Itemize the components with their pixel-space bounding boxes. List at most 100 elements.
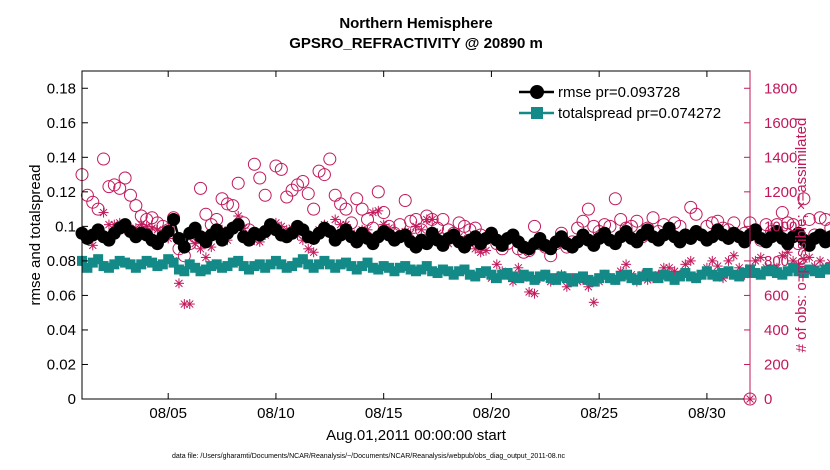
obs-possible-point (528, 219, 542, 233)
legend-box (509, 79, 741, 128)
totalspread-point (373, 264, 384, 275)
totalspread-point (103, 262, 114, 273)
totalspread-point (518, 269, 529, 280)
totalspread-point (621, 269, 632, 280)
obs-assimilated-point (561, 281, 572, 292)
y-left-tick-label: 0.1 (55, 218, 76, 235)
obs-assimilated-point (421, 214, 432, 225)
totalspread-point (534, 271, 545, 282)
totalspread-point (190, 262, 201, 273)
rmse-point (420, 237, 434, 251)
obs-assimilated-point (103, 219, 114, 230)
totalspread-point (723, 266, 734, 277)
obs-assimilated-point (680, 259, 691, 270)
totalspread-point (152, 261, 163, 272)
totalspread-point (793, 266, 804, 277)
obs-assimilated-point (782, 247, 793, 258)
obs-possible-point (80, 188, 94, 202)
obs-possible-point (97, 152, 111, 166)
totalspread-point (227, 257, 238, 268)
obs-assimilated-point (777, 250, 788, 261)
totalspread-point (820, 264, 830, 275)
obs-possible-point (398, 193, 412, 207)
obs-assimilated-point (427, 214, 438, 225)
totalspread-point (384, 262, 395, 273)
totalspread-point (502, 267, 513, 278)
totalspread-point (416, 264, 427, 275)
rmse-point (231, 218, 245, 232)
y-right-tick-label: 1600 (764, 115, 797, 132)
obs-assimilated-point (529, 288, 540, 299)
x-axis-label: Aug.01,2011 00:00:00 start (326, 427, 507, 444)
totalspread-point (427, 266, 438, 277)
totalspread-point (324, 259, 335, 270)
y-left-tick-label: 0.08 (47, 253, 76, 270)
y-left-tick-label: 0 (68, 391, 76, 408)
totalspread-point (276, 259, 287, 270)
obs-assimilated-point (728, 250, 739, 261)
totalspread-point (82, 262, 93, 273)
totalspread-point (200, 264, 211, 275)
totalspread-point (604, 273, 615, 284)
totalspread-point (448, 269, 459, 280)
totalspread-point (497, 269, 508, 280)
y-right-tick-label: 200 (764, 356, 789, 373)
totalspread-point (351, 264, 362, 275)
totalspread-point (254, 259, 265, 270)
y-right-tick-label: 1400 (764, 149, 797, 166)
totalspread-point (739, 267, 750, 278)
totalspread-point (335, 259, 346, 270)
rmse-point (177, 240, 191, 254)
obs-possible-point (581, 202, 595, 216)
y-right-axis-ticks: 0 200 400 600 800 1000 1200 1400 1600 1800 (744, 80, 797, 408)
totalspread-point (357, 261, 368, 272)
totalspread-point (141, 255, 152, 266)
x-tick-label: 08/10 (257, 405, 295, 422)
obs-possible-point (129, 199, 143, 213)
chart-title-line2: GPSRO_REFRACTIVITY @ 20890 m (289, 35, 543, 52)
totalspread-point (804, 264, 815, 275)
totalspread-point (540, 269, 551, 280)
totalspread-point (680, 267, 691, 278)
totalspread-point (766, 264, 777, 275)
x-tick-label: 08/30 (688, 405, 726, 422)
totalspread-point (578, 271, 588, 282)
rmse-point (161, 225, 175, 239)
totalspread-point (567, 276, 578, 287)
totalspread-point (507, 271, 518, 282)
obs-possible-point (759, 218, 773, 232)
totalspread-point (728, 269, 739, 280)
totalspread-point (475, 267, 486, 278)
obs-possible-point (350, 192, 364, 206)
obs-possible-point (818, 212, 830, 226)
totalspread-point (486, 269, 497, 280)
totalspread-point (249, 261, 260, 272)
x-tick-label: 08/15 (365, 405, 403, 422)
obs-possible-point (258, 188, 272, 202)
obs-possible-point (307, 202, 321, 216)
obs-possible-point (91, 202, 105, 216)
totalspread-point (206, 261, 217, 272)
totalspread-point (809, 266, 820, 277)
obs-assimilated-point (712, 261, 723, 272)
totalspread-point (696, 269, 707, 280)
totalspread-point (777, 269, 788, 280)
y-right-tick-label: 1000 (764, 218, 797, 235)
obs-possible-point (301, 187, 315, 201)
y-right-tick-label: 600 (764, 287, 789, 304)
totalspread-point (815, 267, 826, 278)
obs-assimilated-point (750, 255, 761, 266)
totalspread-point (308, 262, 319, 273)
obs-assimilated-point (416, 224, 427, 235)
totalspread-point (405, 264, 416, 275)
totalspread-point (87, 257, 98, 268)
totalspread-point (583, 274, 594, 285)
totalspread-point (556, 271, 567, 282)
obs-possible-point (285, 183, 299, 197)
totalspread-series (77, 254, 830, 287)
obs-possible-point (194, 181, 208, 195)
totalspread-point (658, 269, 669, 280)
totalspread-point (454, 266, 465, 277)
y-left-tick-label: 0.14 (47, 149, 76, 166)
